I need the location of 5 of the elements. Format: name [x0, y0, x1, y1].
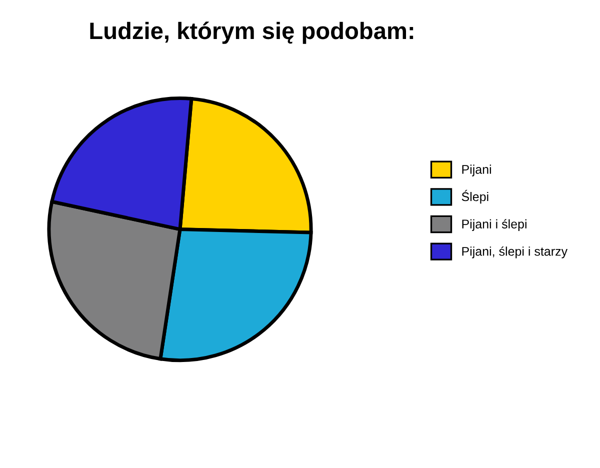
legend-label: Pijani	[462, 164, 491, 176]
legend-label: Pijani i ślepi	[462, 219, 526, 231]
legend-label: Ślepi	[462, 190, 488, 204]
legend-label: Pijani, ślepi i starzy	[462, 246, 568, 258]
chart-title: Ludzie, którym się podobam:	[90, 22, 414, 44]
